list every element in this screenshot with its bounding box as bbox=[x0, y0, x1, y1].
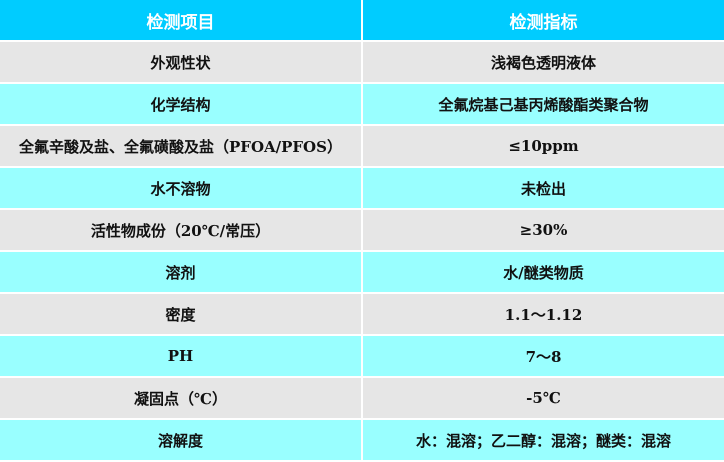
spec-cell: 1.1～1.12 bbox=[363, 294, 724, 334]
table-row: 溶解度 水：混溶；乙二醇：混溶；醚类：混溶 bbox=[0, 420, 724, 460]
item-cell: 全氟辛酸及盐、全氟磺酸及盐（PFOA/PFOS） bbox=[0, 126, 361, 166]
spec-cell: 未检出 bbox=[363, 168, 724, 208]
header-row: 检测项目 检测指标 bbox=[0, 0, 724, 40]
spec-cell: 浅褐色透明液体 bbox=[363, 42, 724, 82]
spec-cell: ≤10ppm bbox=[363, 126, 724, 166]
table-row: 外观性状 浅褐色透明液体 bbox=[0, 42, 724, 82]
item-cell: PH bbox=[0, 336, 361, 376]
item-cell: 活性物成份（20℃/常压） bbox=[0, 210, 361, 250]
spec-cell: 水：混溶；乙二醇：混溶；醚类：混溶 bbox=[363, 420, 724, 460]
table-row: 水不溶物 未检出 bbox=[0, 168, 724, 208]
spec-cell: 7～8 bbox=[363, 336, 724, 376]
table-row: 溶剂 水/醚类物质 bbox=[0, 252, 724, 292]
table-row: 活性物成份（20℃/常压） ≥30% bbox=[0, 210, 724, 250]
table-row: 全氟辛酸及盐、全氟磺酸及盐（PFOA/PFOS） ≤10ppm bbox=[0, 126, 724, 166]
table-row: 凝固点（℃） -5℃ bbox=[0, 378, 724, 418]
spec-cell: ≥30% bbox=[363, 210, 724, 250]
spec-cell: 全氟烷基己基丙烯酸酯类聚合物 bbox=[363, 84, 724, 124]
item-cell: 凝固点（℃） bbox=[0, 378, 361, 418]
table-row: 密度 1.1～1.12 bbox=[0, 294, 724, 334]
item-cell: 外观性状 bbox=[0, 42, 361, 82]
header-item: 检测项目 bbox=[0, 0, 361, 40]
item-cell: 化学结构 bbox=[0, 84, 361, 124]
table-row: 化学结构 全氟烷基己基丙烯酸酯类聚合物 bbox=[0, 84, 724, 124]
item-cell: 水不溶物 bbox=[0, 168, 361, 208]
header-spec: 检测指标 bbox=[363, 0, 724, 40]
table-row: PH 7～8 bbox=[0, 336, 724, 376]
item-cell: 溶剂 bbox=[0, 252, 361, 292]
spec-cell: 水/醚类物质 bbox=[363, 252, 724, 292]
item-cell: 密度 bbox=[0, 294, 361, 334]
item-cell: 溶解度 bbox=[0, 420, 361, 460]
spec-cell: -5℃ bbox=[363, 378, 724, 418]
